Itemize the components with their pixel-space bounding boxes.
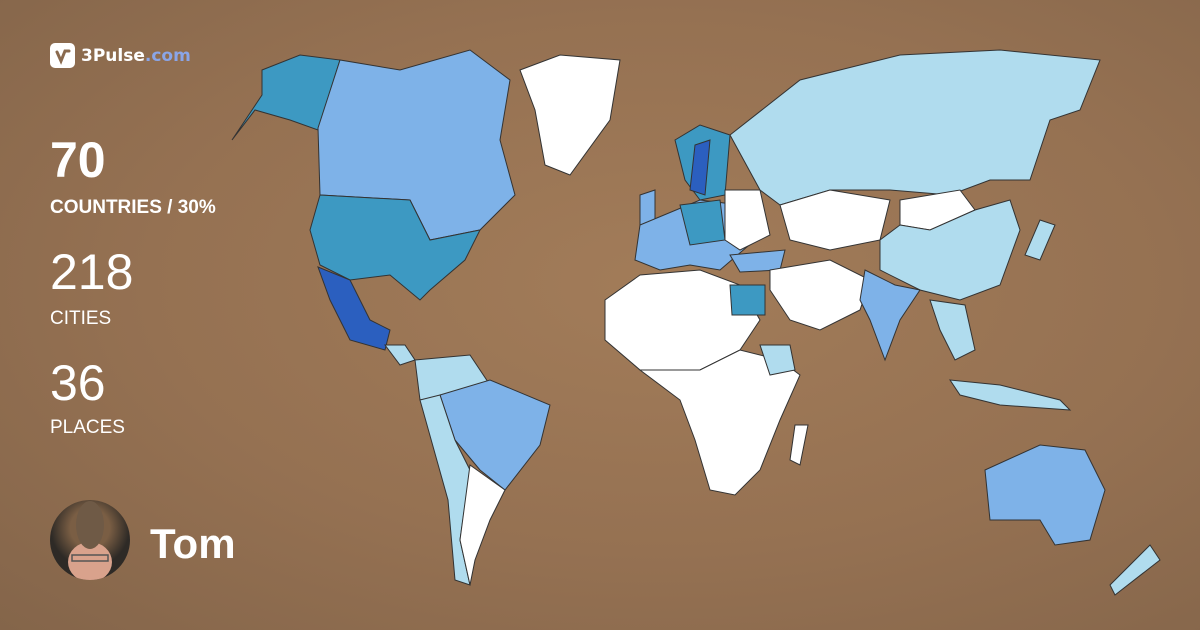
- country-egypt: [729, 284, 766, 316]
- brand-logo[interactable]: 3Pulse.com: [50, 43, 191, 68]
- country-mexico: [317, 266, 391, 351]
- country-ethiopia: [759, 344, 796, 376]
- country-indonesia: [948, 379, 1072, 411]
- country-russia: [729, 49, 1101, 206]
- check-pulse-icon: [50, 43, 75, 68]
- country-australia: [984, 444, 1106, 546]
- country-greenland: [519, 54, 621, 176]
- country-alaska: [231, 54, 341, 141]
- country-new-zealand: [1109, 544, 1161, 596]
- country-southeast-asia: [929, 299, 976, 361]
- country-china: [879, 199, 1021, 301]
- cities-count: 218: [50, 244, 134, 300]
- avatar[interactable]: [50, 500, 130, 580]
- country-argentina: [459, 464, 506, 586]
- cities-label: CITIES: [50, 308, 112, 329]
- country-madagascar: [789, 424, 809, 466]
- country-india: [859, 269, 921, 362]
- places-label: PLACES: [50, 417, 125, 438]
- user-name: Tom: [150, 520, 236, 567]
- countries-label: COUNTRIES / 30%: [50, 197, 216, 218]
- country-middle-east: [769, 259, 871, 331]
- brand-name: 3Pulse.com: [81, 45, 191, 66]
- countries-count: 70: [50, 132, 106, 188]
- country-brazil: [439, 379, 551, 491]
- country-north-africa: [604, 269, 761, 371]
- places-count: 36: [50, 355, 106, 411]
- country-central-southern-africa: [638, 349, 801, 496]
- country-usa: [309, 194, 481, 301]
- country-central-america: [384, 344, 416, 366]
- country-japan: [1024, 219, 1056, 261]
- country-eastern-europe: [724, 189, 771, 251]
- country-sweden: [689, 139, 711, 196]
